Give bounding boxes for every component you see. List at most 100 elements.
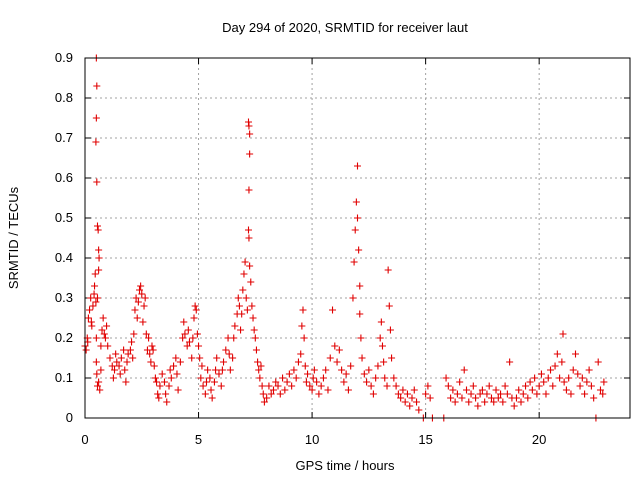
data-points [81, 54, 608, 422]
data-point [535, 382, 543, 390]
data-point [97, 342, 105, 350]
data-point [93, 82, 101, 90]
data-point [95, 378, 103, 386]
data-point [196, 354, 204, 362]
data-point [248, 302, 256, 310]
data-point [230, 334, 238, 342]
data-point [444, 382, 452, 390]
data-point [492, 386, 500, 394]
data-point [265, 382, 273, 390]
data-point [410, 386, 418, 394]
data-point [442, 374, 450, 382]
data-point [422, 390, 430, 398]
data-point [267, 390, 275, 398]
data-point [215, 370, 223, 378]
data-point [377, 318, 385, 326]
data-point [163, 398, 171, 406]
y-tick-label: 0.2 [55, 330, 73, 345]
data-point [231, 322, 239, 330]
data-point [92, 114, 100, 122]
data-point [91, 270, 99, 278]
data-point [383, 382, 391, 390]
data-point [415, 406, 423, 414]
data-point [222, 346, 230, 354]
data-point [128, 338, 136, 346]
data-point [306, 382, 314, 390]
data-point [326, 354, 334, 362]
data-point [394, 390, 402, 398]
data-point [145, 334, 153, 342]
data-point [131, 306, 139, 314]
axis-ticks [84, 57, 630, 419]
data-point [238, 310, 246, 318]
data-point [245, 234, 253, 242]
data-point [124, 350, 132, 358]
data-point [153, 378, 161, 386]
data-point [447, 394, 455, 402]
data-point [515, 386, 523, 394]
data-point [166, 366, 174, 374]
data-point [93, 370, 101, 378]
data-point [249, 314, 257, 322]
data-point [276, 390, 284, 398]
data-point [288, 382, 296, 390]
data-point [403, 390, 411, 398]
data-point [240, 270, 248, 278]
data-point [255, 366, 263, 374]
data-point [585, 366, 593, 374]
data-point [465, 398, 473, 406]
data-point [111, 366, 119, 374]
tick-labels: 0 0.1 0.2 0.3 0.4 0.5 0.6 0.7 0.8 0.9 0 5 10 15 20 [55, 50, 546, 447]
data-point [340, 378, 348, 386]
data-point [176, 358, 184, 366]
data-point [93, 382, 101, 390]
data-point [134, 298, 142, 306]
data-point [103, 322, 111, 330]
data-point [424, 382, 432, 390]
data-point [174, 386, 182, 394]
y-tick-label: 0.8 [55, 90, 73, 105]
data-point [562, 386, 570, 394]
data-point [154, 390, 162, 398]
x-tick-label: 5 [195, 432, 202, 447]
data-point [413, 398, 421, 406]
data-point [399, 386, 407, 394]
data-point [241, 258, 249, 266]
data-point [517, 398, 525, 406]
data-point [381, 374, 389, 382]
data-point [250, 326, 258, 334]
data-point [478, 386, 486, 394]
data-point [84, 314, 92, 322]
data-point [449, 386, 457, 394]
data-point [116, 370, 124, 378]
data-point [185, 338, 193, 346]
data-point [350, 258, 358, 266]
data-point [356, 310, 364, 318]
data-point [165, 382, 173, 390]
data-point [522, 382, 530, 390]
data-point [469, 382, 477, 390]
data-point [380, 358, 388, 366]
y-tick-label: 0.7 [55, 130, 73, 145]
data-point [481, 398, 489, 406]
data-point [344, 386, 352, 394]
data-point [315, 390, 323, 398]
data-point [259, 390, 267, 398]
data-point [87, 294, 95, 302]
chart-title: Day 294 of 2020, SRMTID for receiver lau… [222, 20, 468, 35]
data-point [365, 366, 373, 374]
data-point [93, 222, 101, 230]
data-point [92, 138, 100, 146]
data-point [155, 394, 163, 402]
data-point [192, 306, 200, 314]
data-point [195, 342, 203, 350]
data-point [260, 398, 268, 406]
data-point [599, 390, 607, 398]
data-point [360, 370, 368, 378]
data-point [533, 390, 541, 398]
data-point [180, 318, 188, 326]
data-point [531, 374, 539, 382]
data-point [181, 330, 189, 338]
data-point [137, 282, 145, 290]
data-point [245, 226, 252, 234]
